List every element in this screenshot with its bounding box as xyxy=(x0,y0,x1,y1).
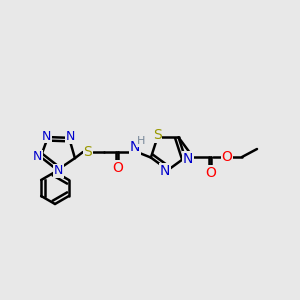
Text: O: O xyxy=(206,166,216,180)
Text: N: N xyxy=(160,164,170,178)
Text: H: H xyxy=(137,136,145,146)
Text: N: N xyxy=(183,152,193,166)
Text: O: O xyxy=(222,150,232,164)
Text: O: O xyxy=(112,161,123,175)
Text: N: N xyxy=(42,130,52,142)
Text: S: S xyxy=(153,128,162,142)
Text: N: N xyxy=(33,151,42,164)
Text: N: N xyxy=(54,164,63,178)
Text: S: S xyxy=(84,145,92,159)
Text: N: N xyxy=(65,130,75,143)
Text: N: N xyxy=(130,140,140,154)
